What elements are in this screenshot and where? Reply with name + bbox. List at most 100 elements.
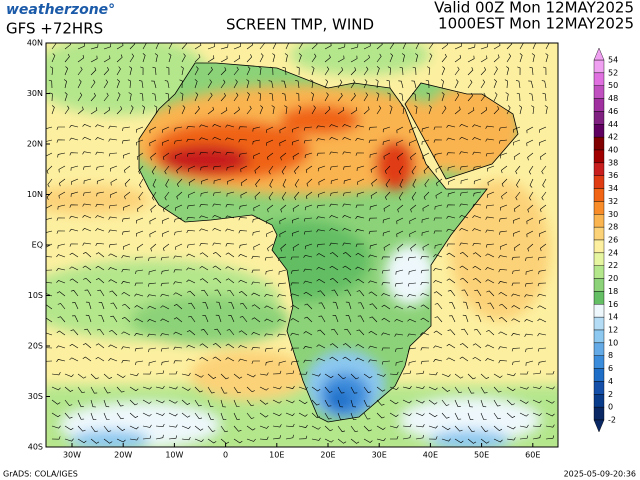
wind-barb <box>124 165 131 174</box>
wind-barb <box>376 43 383 50</box>
wind-barb <box>238 217 248 221</box>
colorbar-label: 16 <box>608 300 618 309</box>
wind-barb <box>420 292 430 297</box>
wind-barb <box>264 333 274 337</box>
wind-barb <box>181 43 187 50</box>
wind-barb <box>408 269 417 275</box>
wind-barb <box>414 105 418 115</box>
wind-barb <box>395 256 404 261</box>
wind-barb <box>506 425 516 430</box>
wind-barb <box>194 386 203 393</box>
wind-barb <box>95 203 105 208</box>
wind-barb <box>515 165 521 175</box>
wind-barb <box>329 203 339 207</box>
wind-barb <box>201 178 209 185</box>
wind-barb <box>194 66 199 76</box>
wind-barb <box>345 301 352 310</box>
wind-barb <box>239 316 248 323</box>
wind-barb <box>381 332 391 336</box>
wind-barb <box>467 373 476 380</box>
wind-barb <box>441 425 451 431</box>
wind-barb <box>90 386 98 394</box>
wind-barb <box>199 124 209 128</box>
wind-barb <box>233 425 242 432</box>
wind-barb <box>64 373 74 378</box>
wind-barb <box>368 139 378 144</box>
wind-barb <box>207 399 214 407</box>
wind-barb <box>272 424 282 428</box>
wind-barb <box>103 66 110 76</box>
wind-barb <box>187 152 196 157</box>
wind-barb <box>332 315 339 323</box>
wind-barb <box>532 412 542 416</box>
wind-barb <box>350 79 356 89</box>
wind-barb <box>531 105 535 115</box>
wind-barb <box>395 347 404 352</box>
wind-barb <box>504 79 508 89</box>
wind-barb <box>225 228 235 232</box>
wind-barb <box>472 228 482 232</box>
wind-barb <box>121 360 131 364</box>
wind-barb <box>147 333 157 337</box>
wind-barb <box>355 229 365 233</box>
wind-barb <box>446 228 456 232</box>
wind-barb <box>420 317 430 323</box>
wind-barb <box>460 165 469 170</box>
wind-barb <box>200 191 209 197</box>
wind-barb <box>168 424 178 428</box>
wind-barb <box>519 43 524 50</box>
wind-barb <box>212 227 222 232</box>
wind-barb <box>524 305 534 310</box>
wind-barb <box>95 228 105 232</box>
wind-barb <box>411 191 417 201</box>
wind-barb <box>317 165 326 172</box>
wind-barb <box>513 230 521 237</box>
wind-barb <box>480 106 488 115</box>
wind-barb <box>337 107 345 115</box>
timestamp: 2025-05-09-20:36 <box>564 470 636 479</box>
wind-barb <box>528 191 534 201</box>
wind-barb <box>363 399 371 407</box>
wind-barb <box>284 105 288 115</box>
wind-barb <box>337 412 344 420</box>
wind-barb <box>329 356 339 362</box>
wind-barb <box>56 126 65 130</box>
wind-barb <box>110 302 118 310</box>
wind-barb <box>544 105 548 115</box>
wind-barb <box>258 66 262 76</box>
wind-barb <box>212 265 222 271</box>
wind-barb <box>116 438 126 443</box>
wind-barb <box>528 80 534 89</box>
lon-label: 30W <box>63 451 81 460</box>
wind-barb <box>545 424 555 428</box>
wind-barb <box>459 136 469 141</box>
wind-barb <box>316 278 326 284</box>
wind-barb <box>213 191 222 196</box>
wind-barb <box>501 178 508 187</box>
colorbar: 5452504846444240383634323028262422201816… <box>593 47 618 433</box>
wind-barb <box>342 203 352 207</box>
wind-barb <box>277 305 287 310</box>
wind-barb <box>251 347 261 351</box>
wind-barb <box>259 53 264 63</box>
colorbar-band <box>593 278 605 292</box>
wind-barb <box>148 282 157 287</box>
wind-barb <box>116 386 125 393</box>
wind-barb <box>350 67 357 76</box>
wind-barb <box>151 165 157 175</box>
wind-barb <box>77 79 82 89</box>
wind-barb <box>382 230 391 237</box>
wind-barb <box>259 425 269 429</box>
wind-barb <box>433 254 443 258</box>
wind-barb <box>168 412 178 417</box>
wind-barb <box>304 316 313 323</box>
wind-barb <box>295 80 300 89</box>
wind-barb <box>407 318 417 323</box>
wind-barb <box>194 105 200 115</box>
wind-barb <box>95 356 105 362</box>
wind-barb <box>64 43 71 50</box>
wind-barb <box>363 386 372 393</box>
wind-barb <box>376 412 385 419</box>
title: SCREEN TMP, WIND <box>226 16 374 34</box>
wind-barb <box>467 79 473 89</box>
